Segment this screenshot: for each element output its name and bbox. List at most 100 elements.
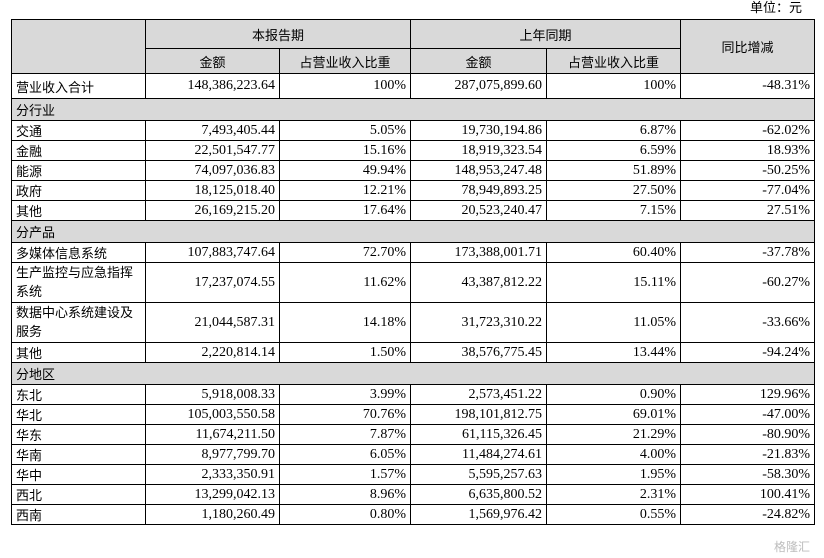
yoy-cell: -21.83% (680, 444, 816, 465)
row-label: 西南 (11, 504, 146, 525)
current-amount-cell: 2,220,814.14 (145, 342, 280, 363)
prior-share-cell: 21.29% (546, 424, 682, 445)
table-row: 交通 7,493,405.44 5.05% 19,730,194.86 6.87% -62… (11, 120, 816, 141)
total-current-share: 100% (278, 73, 412, 99)
current-share-cell: 11.62% (278, 262, 412, 303)
table-row: 东北 5,918,008.33 3.99% 2,573,451.22 0.90% 129.… (11, 384, 816, 405)
section-header-row: 分地区 (10, 362, 816, 385)
section-header-row: 分产品 (10, 220, 816, 243)
current-share-cell: 1.50% (278, 342, 412, 363)
current-share-cell: 0.80% (278, 504, 412, 525)
row-label: 西北 (11, 484, 146, 505)
table-row: 能源 74,097,036.83 49.94% 148,953,247.48 51.89… (11, 160, 816, 181)
revenue-breakdown-table: 本报告期 上年同期 同比增减 金额 占营业收入比重 金额 占营业收入比重 营业收… (10, 19, 816, 525)
prior-share-cell: 6.59% (546, 140, 682, 161)
current-amount-cell: 17,237,074.55 (145, 262, 280, 303)
total-prior-share: 100% (546, 73, 682, 99)
row-label: 华东 (11, 424, 146, 445)
current-amount-cell: 18,125,018.40 (145, 180, 280, 201)
current-amount-cell: 2,333,350.91 (145, 464, 280, 485)
row-label: 数据中心系统建设及服务 (11, 302, 146, 343)
header-current-share: 占营业收入比重 (278, 48, 412, 74)
total-yoy: -48.31% (680, 73, 816, 99)
current-amount-cell: 26,169,215.20 (145, 200, 280, 221)
current-share-cell: 17.64% (278, 200, 412, 221)
prior-share-cell: 4.00% (546, 444, 682, 465)
yoy-cell: -80.90% (680, 424, 816, 445)
prior-amount-cell: 20,523,240.47 (410, 200, 548, 221)
header-blank-cell (11, 19, 146, 74)
prior-amount-cell: 61,115,326.45 (410, 424, 548, 445)
current-amount-cell: 22,501,547.77 (145, 140, 280, 161)
current-amount-cell: 5,918,008.33 (145, 384, 280, 405)
prior-share-cell: 7.15% (546, 200, 682, 221)
row-label: 华中 (11, 464, 146, 485)
table-row: 多媒体信息系统 107,883,747.64 72.70% 173,388,001.7… (11, 242, 816, 263)
current-share-cell: 14.18% (278, 302, 412, 343)
table-row: 其他 26,169,215.20 17.64% 20,523,240.47 7.15% 2… (11, 200, 816, 221)
prior-share-cell: 1.95% (546, 464, 682, 485)
header-row-sub: 金额 占营业收入比重 金额 占营业收入比重 (12, 48, 815, 74)
table-row: 金融 22,501,547.77 15.16% 18,919,323.54 6.59% 1… (11, 140, 816, 161)
row-label: 东北 (11, 384, 146, 405)
yoy-cell: 18.93% (680, 140, 816, 161)
row-label: 能源 (11, 160, 146, 181)
table-row: 华中 2,333,350.91 1.57% 5,595,257.63 1.95% -58.… (11, 464, 816, 485)
prior-amount-cell: 31,723,310.22 (410, 302, 548, 343)
row-label: 多媒体信息系统 (11, 242, 146, 263)
prior-amount-cell: 5,595,257.63 (410, 464, 548, 485)
header-prior-period: 上年同期 (410, 19, 682, 49)
current-amount-cell: 1,180,260.49 (145, 504, 280, 525)
header-prior-share: 占营业收入比重 (546, 48, 682, 74)
current-share-cell: 72.70% (278, 242, 412, 263)
current-amount-cell: 105,003,550.58 (145, 404, 280, 425)
prior-share-cell: 0.55% (546, 504, 682, 525)
table-row: 政府 18,125,018.40 12.21% 78,949,893.25 27.50%… (11, 180, 816, 201)
row-label: 交通 (11, 120, 146, 141)
header-current-period: 本报告期 (144, 19, 412, 49)
row-label: 其他 (11, 342, 146, 363)
yoy-cell: -24.82% (680, 504, 816, 525)
prior-share-cell: 69.01% (546, 404, 682, 425)
current-amount-cell: 8,977,799.70 (145, 444, 280, 465)
current-share-cell: 49.94% (278, 160, 412, 181)
header-row-top: 本报告期 上年同期 同比增减 (11, 19, 816, 74)
yoy-cell: 27.51% (680, 200, 816, 221)
yoy-cell: -77.04% (680, 180, 816, 201)
prior-amount-cell: 19,730,194.86 (410, 120, 548, 141)
prior-share-cell: 13.44% (546, 342, 682, 363)
row-label: 华北 (11, 404, 146, 425)
header-current-amount: 金额 (145, 48, 280, 74)
current-share-cell: 8.96% (278, 484, 412, 505)
prior-share-cell: 11.05% (546, 302, 682, 343)
current-amount-cell: 74,097,036.83 (145, 160, 280, 181)
current-share-cell: 7.87% (278, 424, 412, 445)
row-label: 政府 (11, 180, 146, 201)
prior-share-cell: 15.11% (546, 262, 682, 303)
table-row: 华南 8,977,799.70 6.05% 11,484,274.61 4.00% -21… (11, 444, 816, 465)
prior-amount-cell: 2,573,451.22 (410, 384, 548, 405)
current-share-cell: 3.99% (278, 384, 412, 405)
yoy-cell: -58.30% (680, 464, 816, 485)
prior-share-cell: 60.40% (546, 242, 682, 263)
prior-amount-cell: 18,919,323.54 (410, 140, 548, 161)
current-amount-cell: 21,044,587.31 (145, 302, 280, 343)
table-row: 西北 13,299,042.13 8.96% 6,635,800.52 2.31% 100… (11, 484, 816, 505)
header-yoy-change: 同比增减 (680, 19, 816, 74)
table-row: 华北 105,003,550.58 70.76% 198,101,812.75 69.0… (11, 404, 816, 425)
prior-share-cell: 0.90% (546, 384, 682, 405)
prior-share-cell: 2.31% (546, 484, 682, 505)
yoy-cell: 129.96% (680, 384, 816, 405)
prior-amount-cell: 11,484,274.61 (410, 444, 548, 465)
section-title: 分地区 (10, 362, 816, 385)
current-share-cell: 6.05% (278, 444, 412, 465)
prior-share-cell: 27.50% (546, 180, 682, 201)
table-row: 华东 11,674,211.50 7.87% 61,115,326.45 21.29% -… (11, 424, 816, 445)
row-label: 生产监控与应急指挥系统 (11, 262, 146, 303)
prior-amount-cell: 1,569,976.42 (410, 504, 548, 525)
section-header-row: 分行业 (10, 98, 816, 121)
row-label: 金融 (11, 140, 146, 161)
prior-share-cell: 51.89% (546, 160, 682, 181)
total-prior-amount: 287,075,899.60 (410, 73, 548, 99)
yoy-cell: -33.66% (680, 302, 816, 343)
